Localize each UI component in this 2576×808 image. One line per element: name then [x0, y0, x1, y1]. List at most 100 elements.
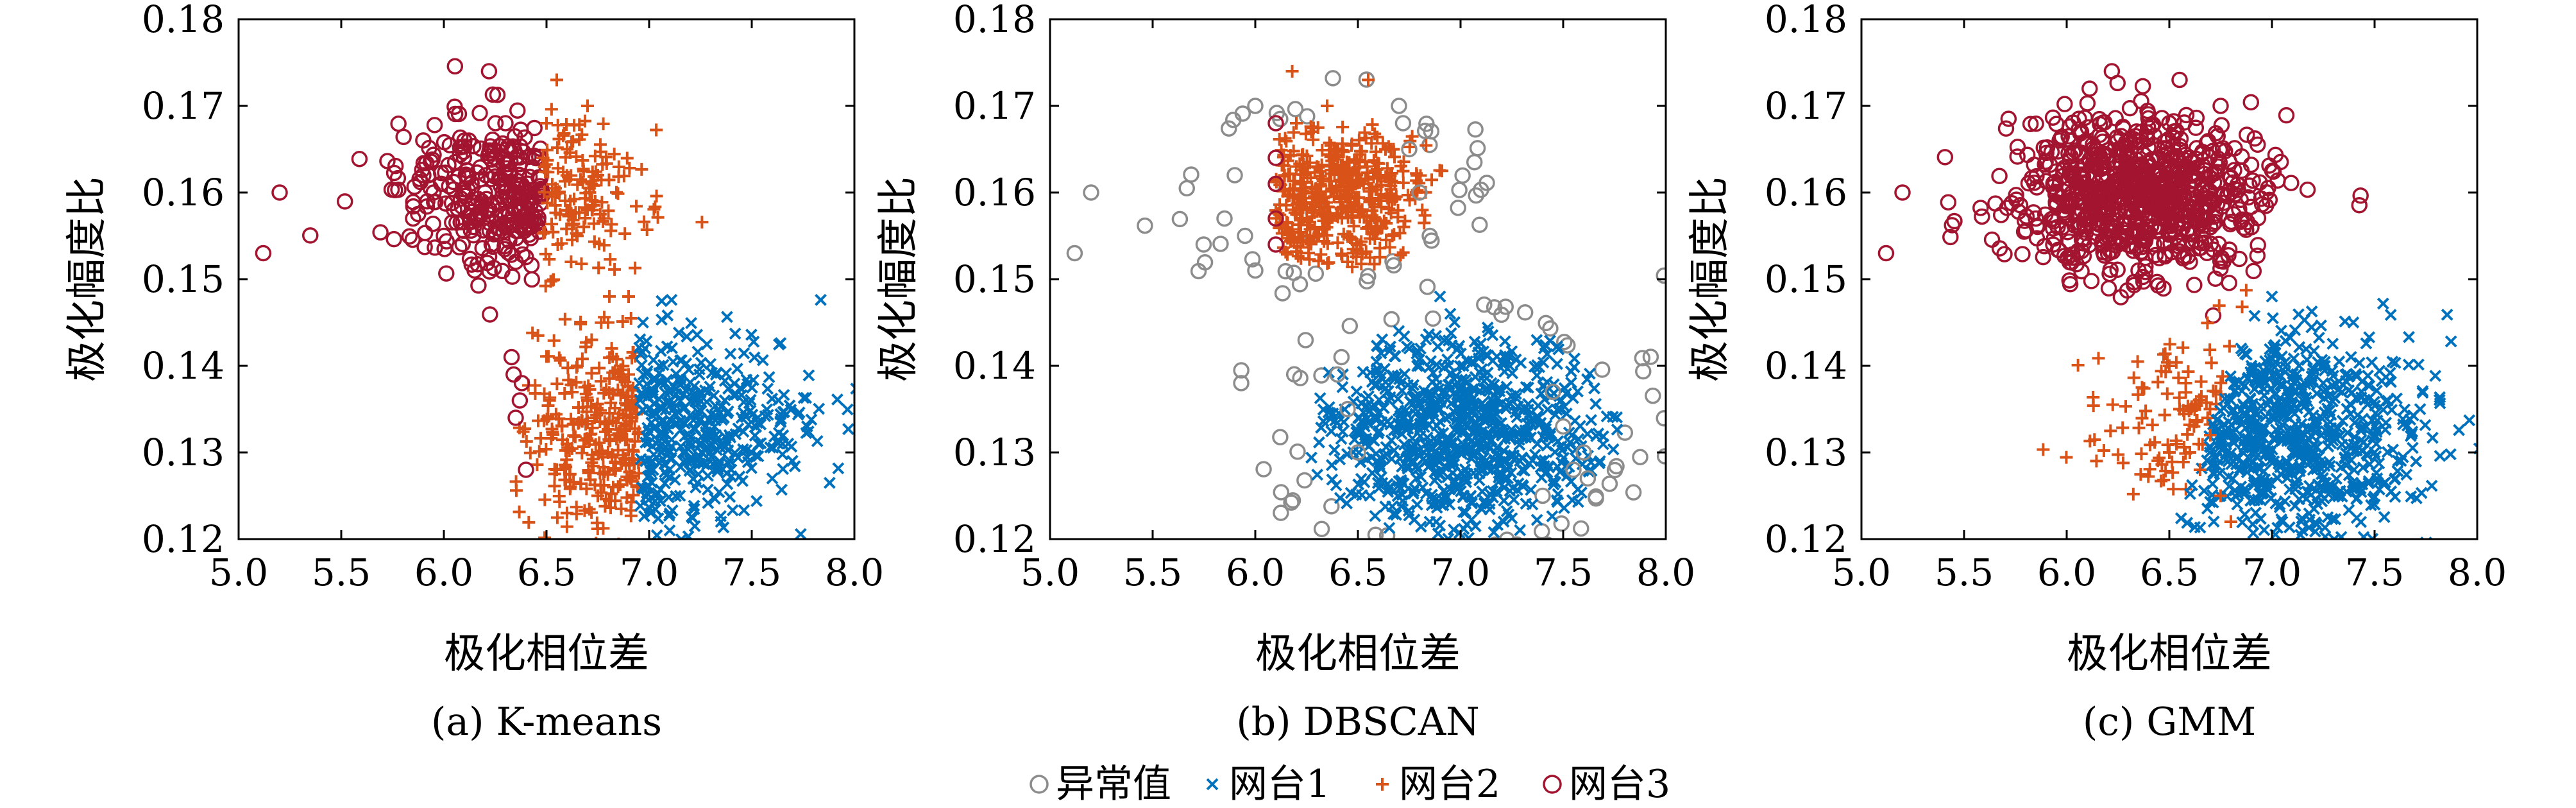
cluster-marker	[1337, 416, 1350, 428]
cluster-marker	[1516, 304, 1534, 321]
cluster-marker	[1327, 190, 1341, 203]
cluster-marker	[2211, 141, 2228, 159]
cluster-marker	[1302, 246, 1316, 260]
data-point-网台3	[2130, 262, 2147, 279]
cluster-marker	[1465, 452, 1478, 465]
cluster-marker	[2267, 455, 2280, 468]
cluster-marker	[1373, 393, 1385, 406]
cluster-marker	[1509, 537, 1522, 539]
cluster-marker	[1368, 211, 1381, 224]
cluster-marker	[1336, 121, 1350, 134]
data-point-网台1	[1485, 377, 1498, 390]
cluster-marker	[811, 434, 824, 447]
cluster-marker	[1377, 402, 1390, 415]
cluster-marker	[1513, 438, 1526, 451]
cluster-marker	[2244, 494, 2257, 507]
cluster-marker	[1430, 358, 1443, 371]
cluster-marker	[1645, 387, 1661, 404]
data-point-网台1	[1403, 342, 1416, 355]
cluster-marker	[723, 454, 736, 467]
data-point-网台3	[505, 366, 522, 383]
cluster-marker	[1379, 383, 1392, 395]
cluster-marker	[2215, 431, 2227, 444]
y-tick-label: 0.12	[953, 517, 1036, 561]
cluster-marker	[336, 193, 353, 210]
cluster-marker	[2308, 345, 2320, 357]
data-point-网台3	[2223, 184, 2239, 201]
cluster-marker	[2213, 185, 2230, 203]
data-point-网台3	[2182, 254, 2198, 270]
cluster-marker	[1463, 443, 1476, 455]
cluster-marker	[1616, 424, 1634, 441]
cluster-marker	[2194, 177, 2211, 194]
cluster-marker	[2148, 436, 2162, 449]
cluster-marker	[2329, 513, 2342, 526]
data-point-网台3	[415, 167, 432, 184]
cluster-marker	[1402, 450, 1414, 463]
cluster-marker	[2194, 521, 2207, 534]
cluster-marker	[2231, 250, 2248, 268]
cluster-marker	[772, 394, 784, 407]
cluster-marker	[2282, 388, 2295, 401]
y-tick-label: 0.14	[1765, 344, 1847, 388]
data-point-网台1	[653, 359, 666, 372]
cluster-marker	[2091, 182, 2108, 199]
cluster-marker	[1284, 492, 1301, 509]
cluster-marker	[813, 402, 826, 415]
cluster-marker	[1345, 137, 1359, 151]
cluster-marker	[582, 379, 595, 393]
cluster-marker	[1171, 211, 1189, 228]
cluster-marker	[1452, 394, 1464, 406]
cluster-marker	[612, 160, 625, 174]
cluster-marker	[602, 422, 615, 436]
cluster-marker	[550, 511, 564, 524]
data-point-网台2	[581, 394, 594, 407]
cluster-marker	[2398, 403, 2411, 416]
cluster-marker	[604, 224, 618, 237]
data-point-网台3	[511, 392, 529, 409]
cluster-marker	[425, 215, 441, 232]
cluster-marker	[2199, 396, 2213, 409]
cluster-marker	[1497, 515, 1510, 528]
cluster-marker	[641, 482, 654, 494]
data-point-网台1	[2286, 446, 2299, 459]
cluster-marker	[2176, 341, 2190, 354]
cluster-marker	[525, 148, 543, 164]
cluster-marker	[1308, 220, 1321, 234]
cluster-marker	[1481, 366, 1494, 379]
cluster-marker	[2355, 434, 2368, 447]
cluster-marker	[538, 185, 551, 199]
data-point-网台1	[2389, 472, 2402, 485]
cluster-marker	[2242, 156, 2260, 173]
cluster-marker	[2061, 272, 2078, 289]
cluster-marker	[2308, 447, 2321, 460]
cluster-marker	[2308, 503, 2321, 515]
data-point-异常值	[1565, 461, 1582, 478]
cluster-marker	[1473, 181, 1489, 198]
cluster-marker	[2121, 99, 2139, 117]
cluster-marker	[2235, 300, 2249, 314]
cluster-marker	[2444, 448, 2457, 461]
cluster-marker	[1469, 140, 1486, 157]
cluster-marker	[748, 351, 761, 364]
cluster-marker	[498, 177, 515, 194]
cluster-marker	[684, 409, 697, 422]
y-tick-label: 0.17	[142, 84, 225, 128]
cluster-marker	[2326, 379, 2339, 391]
data-point-网台3	[2103, 63, 2121, 80]
cluster-marker	[582, 503, 596, 516]
cluster-marker	[1355, 489, 1368, 501]
cluster-marker	[2266, 312, 2279, 325]
cluster-marker	[2255, 400, 2267, 413]
cluster-marker	[1314, 248, 1328, 261]
cluster-marker	[745, 381, 758, 394]
cluster-marker	[2275, 458, 2288, 471]
cluster-marker	[602, 386, 616, 399]
cluster-marker	[643, 453, 655, 466]
cluster-marker	[2076, 235, 2092, 252]
cluster-marker	[607, 148, 621, 161]
panels: 5.0 5.5 6.0 6.5 7.0 7.5 8.0 0.12 0.13 0.14 0.15 0.1…	[64, 0, 2507, 744]
cluster-marker	[1436, 498, 1448, 511]
cluster-marker	[543, 253, 556, 266]
cluster-marker	[1535, 387, 1548, 400]
